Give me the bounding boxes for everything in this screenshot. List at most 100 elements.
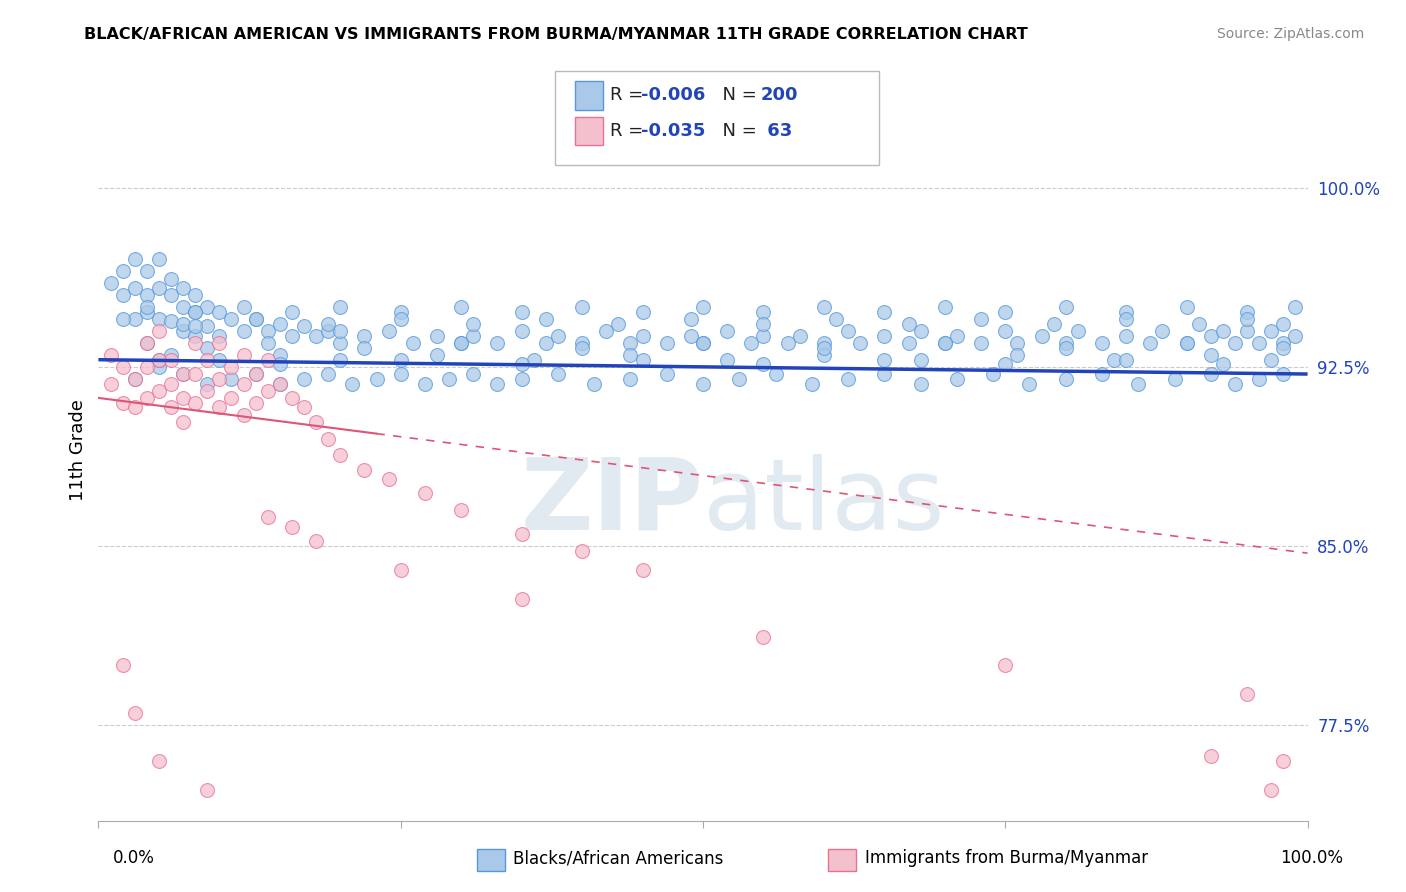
Text: 63: 63: [761, 122, 792, 140]
Point: [655, 367, 678, 381]
Point: [1163, 372, 1185, 386]
Point: [752, 328, 775, 343]
Point: [510, 324, 533, 338]
Point: [402, 336, 425, 351]
Point: [256, 336, 278, 351]
Point: [245, 312, 267, 326]
Point: [269, 317, 291, 331]
Point: [849, 336, 872, 351]
Point: [172, 300, 194, 314]
Point: [1272, 341, 1295, 355]
Point: [679, 328, 702, 343]
Point: [1272, 754, 1295, 768]
Point: [728, 372, 751, 386]
Point: [269, 358, 291, 372]
Point: [655, 336, 678, 351]
Point: [692, 336, 714, 351]
Point: [111, 264, 134, 278]
Point: [135, 305, 157, 319]
Point: [1188, 317, 1211, 331]
Point: [873, 328, 896, 343]
Point: [1115, 352, 1137, 367]
Point: [124, 281, 146, 295]
Point: [292, 401, 315, 415]
Point: [100, 348, 122, 362]
Point: [208, 401, 231, 415]
Point: [329, 352, 352, 367]
Point: [934, 336, 956, 351]
Point: [426, 348, 449, 362]
Point: [571, 341, 593, 355]
Point: [1091, 367, 1114, 381]
Point: [281, 305, 304, 319]
Point: [752, 630, 775, 644]
Point: [100, 376, 122, 391]
Point: [607, 317, 630, 331]
Point: [353, 328, 375, 343]
Point: [437, 372, 460, 386]
Point: [256, 324, 278, 338]
Point: [547, 328, 569, 343]
Point: [184, 319, 207, 334]
Text: N =: N =: [711, 122, 763, 140]
Point: [510, 305, 533, 319]
Point: [160, 348, 183, 362]
Point: [316, 317, 339, 331]
Point: [269, 376, 291, 391]
Point: [1272, 367, 1295, 381]
Point: [172, 317, 194, 331]
Point: [523, 352, 546, 367]
Point: [583, 376, 606, 391]
Point: [547, 367, 569, 381]
Point: [1199, 367, 1222, 381]
Point: [256, 352, 278, 367]
Point: [1031, 328, 1053, 343]
Point: [1199, 749, 1222, 764]
Point: [1223, 336, 1246, 351]
Point: [631, 328, 654, 343]
Point: [195, 319, 218, 334]
Point: [342, 376, 364, 391]
Point: [910, 352, 932, 367]
Point: [184, 305, 207, 319]
Point: [1260, 352, 1282, 367]
Point: [595, 324, 617, 338]
Point: [148, 324, 170, 338]
Point: [329, 300, 352, 314]
Point: [1223, 376, 1246, 391]
Point: [692, 376, 714, 391]
Point: [135, 336, 157, 351]
Text: ZIP: ZIP: [520, 454, 703, 550]
Point: [124, 312, 146, 326]
Point: [184, 328, 207, 343]
Point: [329, 336, 352, 351]
Point: [1249, 336, 1271, 351]
Point: [463, 367, 485, 381]
Point: [124, 706, 146, 721]
Point: [135, 264, 157, 278]
Point: [534, 336, 557, 351]
Point: [910, 324, 932, 338]
Point: [1260, 324, 1282, 338]
Point: [1054, 300, 1077, 314]
Point: [486, 336, 509, 351]
Point: [450, 300, 472, 314]
Point: [934, 336, 956, 351]
Text: Source: ZipAtlas.com: Source: ZipAtlas.com: [1216, 27, 1364, 41]
Point: [1199, 348, 1222, 362]
Point: [813, 300, 835, 314]
Point: [450, 336, 472, 351]
Point: [208, 352, 231, 367]
Point: [946, 328, 969, 343]
Point: [752, 305, 775, 319]
Point: [619, 336, 641, 351]
Point: [148, 252, 170, 267]
Point: [1212, 324, 1234, 338]
Point: [994, 305, 1017, 319]
Point: [208, 328, 231, 343]
Point: [281, 520, 304, 534]
Point: [208, 336, 231, 351]
Point: [232, 300, 254, 314]
Point: [269, 376, 291, 391]
Point: [619, 372, 641, 386]
